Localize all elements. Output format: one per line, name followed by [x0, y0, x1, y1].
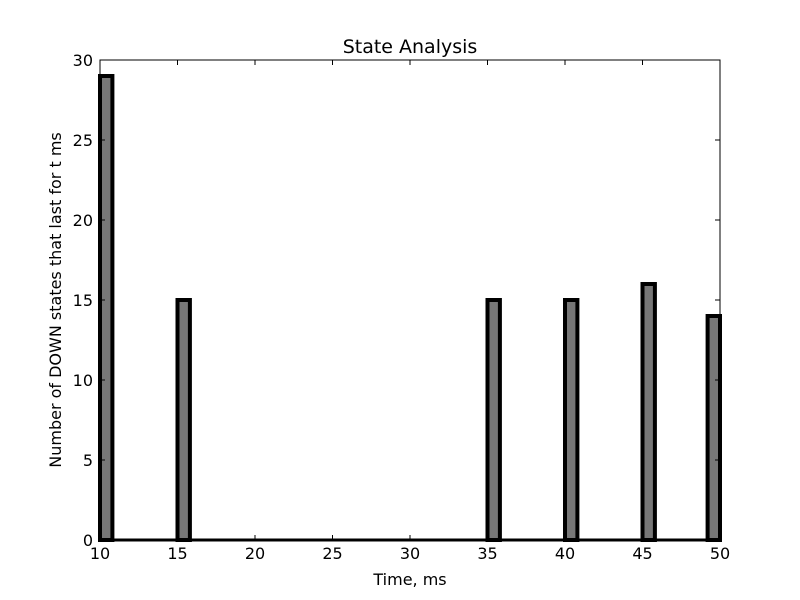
y-tick-label: 25 — [73, 131, 93, 150]
bar — [175, 298, 192, 542]
x-axis-title: Time, ms — [372, 570, 446, 589]
y-tick-label: 10 — [73, 371, 93, 390]
x-tick-label: 45 — [632, 544, 652, 563]
y-axis-ticks: 0 5 10 15 20 25 30 — [73, 51, 720, 550]
bar — [705, 314, 722, 542]
x-tick-label: 35 — [477, 544, 497, 563]
y-tick-label: 15 — [73, 291, 93, 310]
x-tick-label: 30 — [400, 544, 420, 563]
x-tick-label: 10 — [90, 544, 110, 563]
y-axis-title: Number of DOWN states that last for t ms — [46, 132, 65, 468]
y-tick-label: 20 — [73, 211, 93, 230]
y-tick-label: 0 — [83, 531, 93, 550]
bar — [485, 298, 502, 542]
y-tick-label: 5 — [83, 451, 93, 470]
bar — [98, 74, 115, 542]
bar — [640, 282, 657, 542]
x-tick-label: 20 — [245, 544, 265, 563]
bars-group — [98, 74, 722, 542]
bar — [563, 298, 580, 542]
x-tick-label: 25 — [322, 544, 342, 563]
y-tick-label: 30 — [73, 51, 93, 70]
x-axis-ticks: 10 15 20 25 30 35 40 45 50 — [90, 60, 730, 563]
x-tick-label: 15 — [167, 544, 187, 563]
x-tick-label: 50 — [710, 544, 730, 563]
chart-title: State Analysis — [343, 36, 478, 58]
x-tick-label: 40 — [555, 544, 575, 563]
